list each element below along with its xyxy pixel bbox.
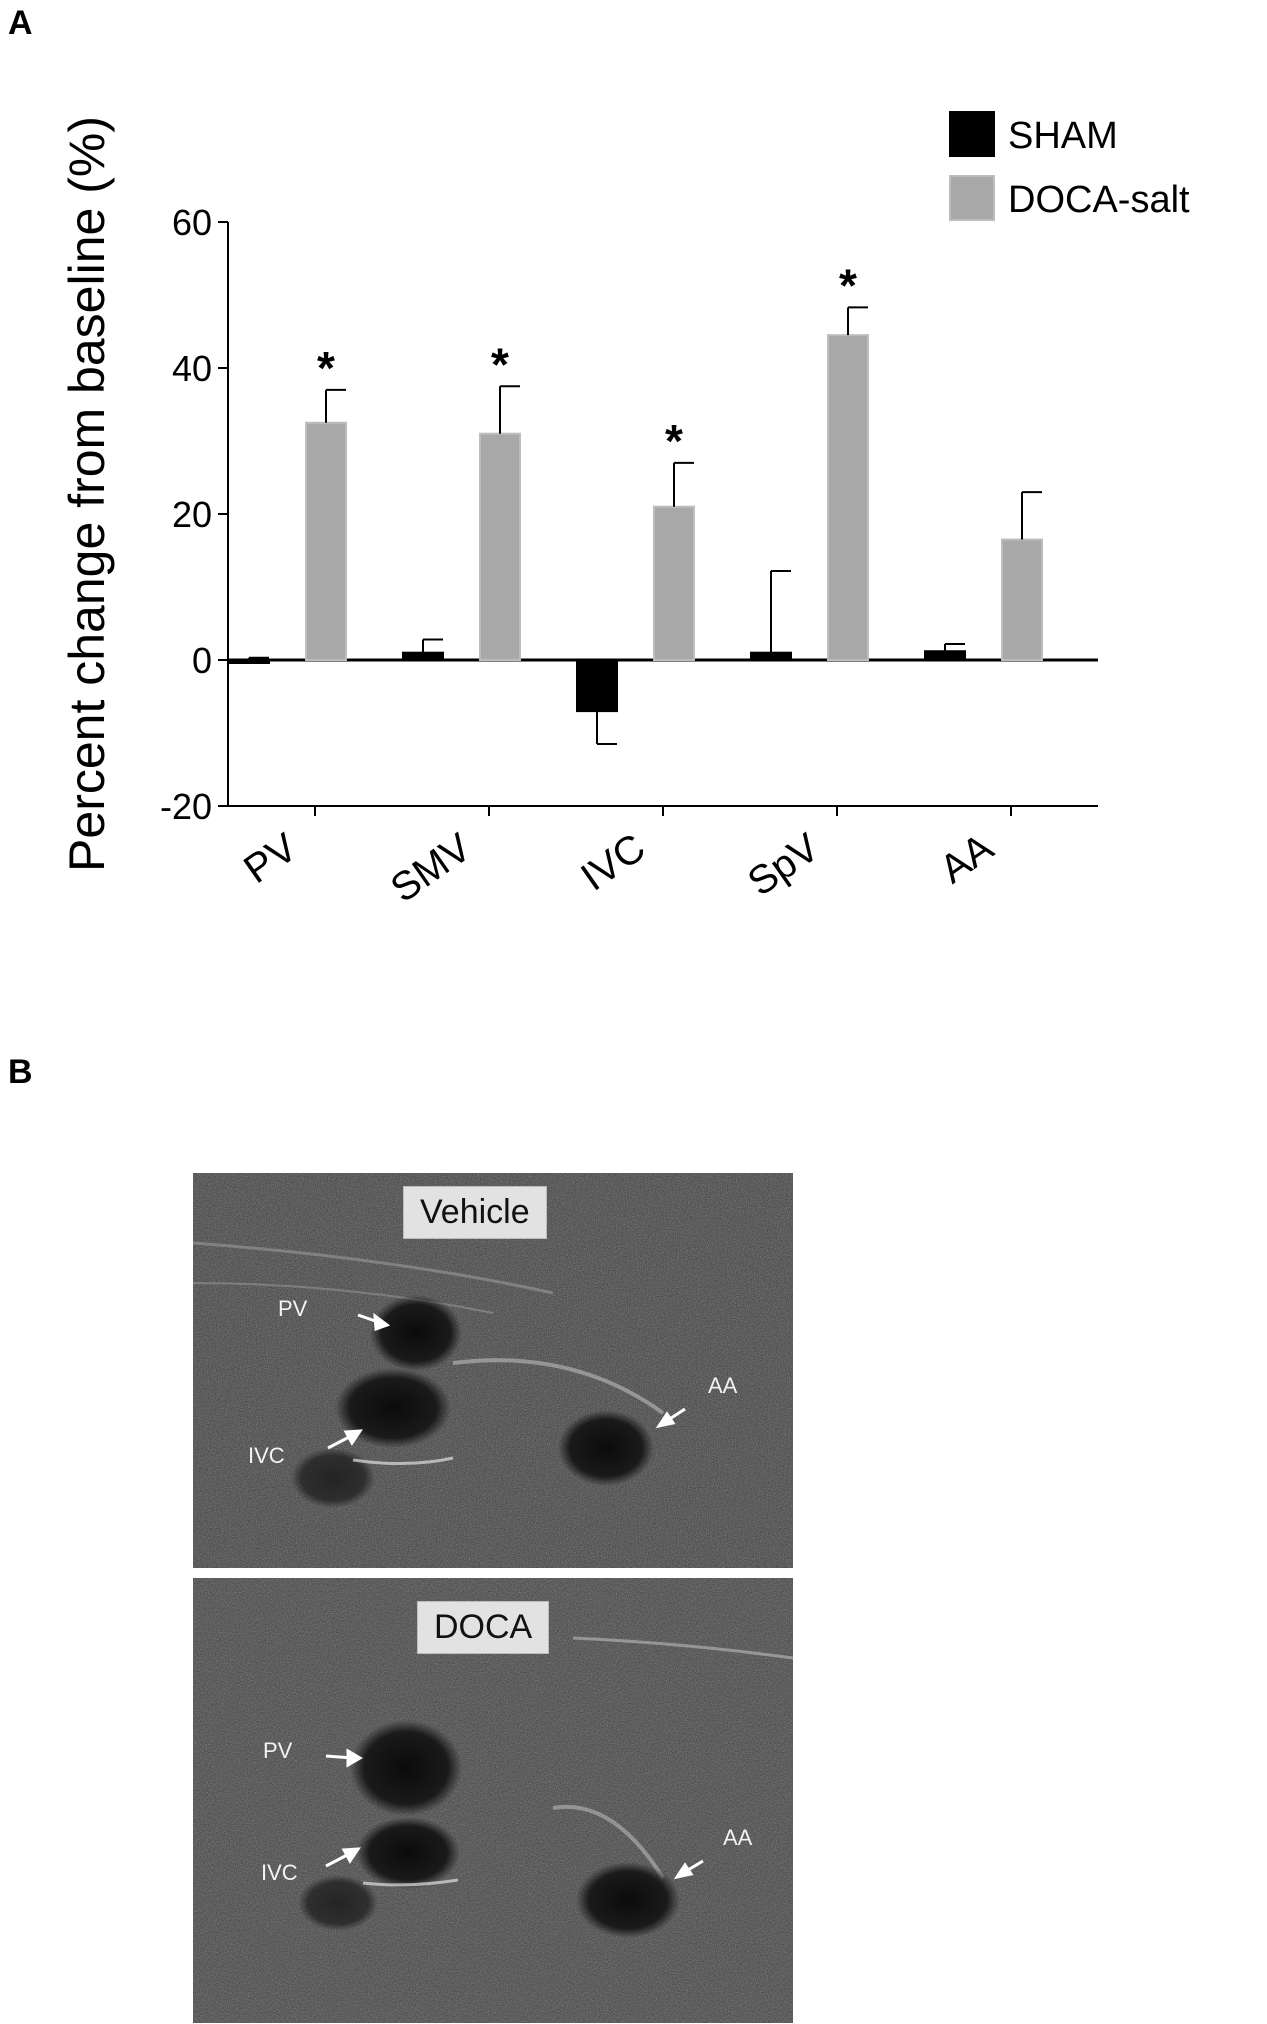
label-ivc: IVC <box>261 1860 298 1885</box>
legend-swatch <box>949 175 995 221</box>
x-tick-label: PV <box>236 825 305 892</box>
bar-doca-salt <box>653 505 695 662</box>
ultrasound-title: Vehicle <box>403 1186 547 1239</box>
legend-label: SHAM <box>1008 115 1118 157</box>
significance-marker: * <box>839 259 857 311</box>
y-tick-label: 0 <box>192 640 212 681</box>
arrow-marks <box>327 1312 686 1450</box>
label-pv: PV <box>263 1738 293 1763</box>
bar-doca-salt <box>305 421 347 661</box>
ultrasound-vehicle-image: Vehicle PV IVC AA <box>193 1173 793 1568</box>
bar-chart: -20 0 20 40 60 Percent change from baseline (… <box>59 111 1190 911</box>
bar-doca-salt <box>1001 538 1043 661</box>
y-axis-label: Percent change from baseline (%) <box>59 116 115 872</box>
ultrasound-title: DOCA <box>417 1601 550 1654</box>
panel-a-label: A <box>8 4 33 42</box>
label-aa: AA <box>708 1373 738 1398</box>
bar-sham <box>924 650 966 661</box>
label-pv: PV <box>278 1296 308 1321</box>
arrow-marks <box>325 1748 704 1880</box>
panel-b-label: B <box>8 1053 33 1091</box>
bar-sham <box>228 659 270 664</box>
bar-doca-salt <box>827 334 869 661</box>
y-tick-label: 20 <box>172 494 212 535</box>
y-tick-label: 40 <box>172 348 212 389</box>
y-tick-label: 60 <box>172 202 212 243</box>
legend-swatch <box>949 111 995 157</box>
bar-sham <box>402 651 444 662</box>
bar-doca-salt <box>479 432 521 662</box>
significance-marker: * <box>665 415 683 467</box>
x-tick-label: SMV <box>383 825 480 911</box>
label-aa: AA <box>723 1825 753 1850</box>
ultrasound-doca-image: DOCA PV IVC AA <box>193 1578 793 2023</box>
bar-sham <box>750 651 792 662</box>
significance-marker: * <box>491 338 509 390</box>
x-tick-label: SpV <box>740 825 827 905</box>
bar-sham <box>576 659 618 713</box>
x-tick-label: AA <box>932 825 1001 892</box>
label-ivc: IVC <box>248 1443 285 1468</box>
legend-label: DOCA-salt <box>1008 179 1190 221</box>
significance-marker: * <box>317 342 335 394</box>
x-tick-label: IVC <box>573 825 653 899</box>
y-tick-label: -20 <box>160 786 212 827</box>
